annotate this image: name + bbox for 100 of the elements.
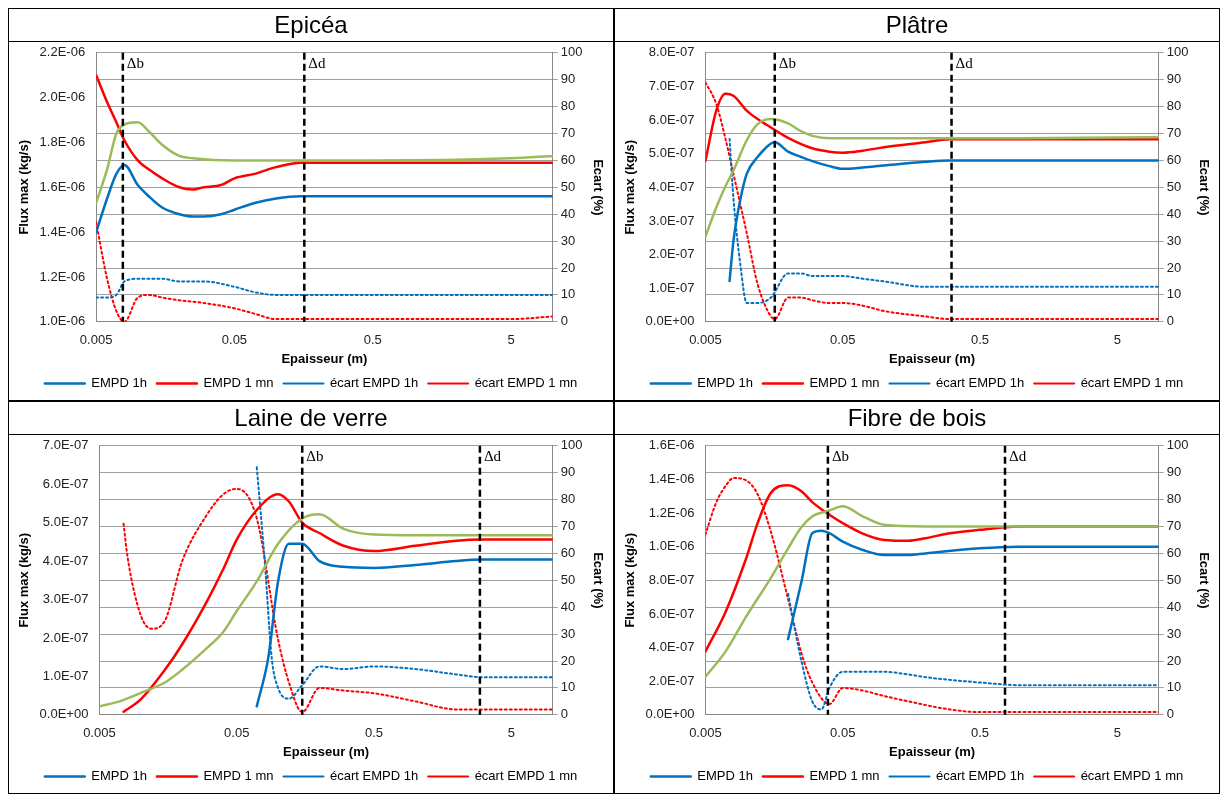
y-tick-label: 2.0E-07 [648, 246, 695, 262]
chart-title: Laine de verre [9, 402, 613, 435]
x-axis-title: Epaisseur (m) [889, 743, 976, 759]
y2-tick-label: 80 [560, 491, 576, 507]
y2-tick-label: 90 [560, 464, 576, 480]
y2-tick-label: 60 [560, 151, 576, 167]
legend-label: EMPD 1h [697, 768, 753, 784]
y-tick-label: 8.0E-07 [648, 44, 695, 60]
ref-line-label: Δd [955, 55, 974, 72]
y2-tick-label: 50 [560, 571, 576, 587]
y2-tick-label: 40 [1166, 205, 1182, 221]
x-tick-label: 0.5 [363, 332, 382, 348]
y2-axis-title: Ecart (%) [590, 159, 606, 216]
y2-tick-label: 50 [1166, 178, 1182, 194]
x-axis-title: Epaisseur (m) [889, 350, 976, 366]
y2-tick-label: 60 [560, 544, 576, 560]
y2-tick-label: 30 [1166, 232, 1182, 248]
y2-tick-label: 30 [560, 625, 576, 641]
y2-tick-label: 70 [1166, 125, 1182, 141]
y-tick-label: 1.8E-06 [39, 134, 86, 150]
ref-line-label: Δb [831, 448, 850, 465]
y-tick-label: 7.0E-07 [648, 78, 695, 93]
y-axis-title: Flux max (kg/s) [622, 139, 638, 235]
y2-tick-label: 20 [1166, 259, 1182, 275]
y-tick-label: 4.0E-07 [42, 552, 89, 568]
y2-tick-label: 50 [1166, 571, 1182, 587]
y2-tick-label: 90 [1166, 71, 1182, 87]
y-tick-label: 0.0E+00 [645, 706, 695, 722]
y2-tick-label: 40 [560, 598, 576, 614]
x-axis-title: Epaisseur (m) [281, 350, 368, 366]
x-tick-label: 0.05 [830, 725, 856, 741]
y2-tick-label: 100 [560, 437, 583, 453]
x-tick-label: 0.5 [971, 725, 990, 741]
y2-tick-label: 80 [1166, 491, 1182, 507]
y2-tick-label: 70 [560, 518, 576, 534]
x-tick-label: 0.5 [365, 725, 384, 741]
y-tick-label: 0.0E+00 [39, 706, 89, 722]
y2-axis-title: Ecart (%) [1196, 552, 1212, 609]
x-tick-label: 5 [507, 332, 515, 348]
y-tick-label: 1.0E-06 [39, 313, 86, 329]
y2-tick-label: 0 [1166, 313, 1174, 329]
y-tick-label: 1.2E-06 [648, 504, 695, 520]
y2-tick-label: 30 [560, 232, 576, 248]
y-tick-label: 2.0E-07 [648, 672, 695, 688]
chart-title: Fibre de bois [615, 402, 1219, 435]
y-tick-label: 1.0E-07 [42, 667, 89, 683]
legend-label: écart EMPD 1h [935, 375, 1025, 391]
y2-tick-label: 0 [560, 706, 568, 722]
y2-axis-title: Ecart (%) [590, 552, 606, 609]
y2-tick-label: 10 [1166, 679, 1182, 695]
y-tick-label: 6.0E-07 [648, 605, 695, 621]
y2-tick-label: 70 [560, 125, 576, 141]
ref-line-label: Δb [126, 55, 144, 72]
y2-tick-label: 10 [1166, 286, 1182, 302]
y2-tick-label: 0 [1166, 706, 1174, 722]
legend-label: écart EMPD 1h [935, 768, 1025, 784]
y-tick-label: 4.0E-07 [648, 639, 695, 655]
x-tick-label: 0.05 [224, 725, 250, 741]
legend-label: EMPD 1 mn [203, 768, 274, 784]
y-tick-label: 5.0E-07 [648, 145, 695, 161]
y-tick-label: 1.2E-06 [39, 268, 86, 284]
y-tick-label: 1.0E-07 [648, 279, 695, 295]
y2-tick-label: 90 [1166, 464, 1182, 480]
legend-label: écart EMPD 1 mn [474, 768, 578, 784]
y-tick-label: 1.6E-06 [648, 437, 695, 453]
legend-label: EMPD 1h [91, 375, 147, 391]
legend-label: EMPD 1h [697, 375, 753, 391]
y-tick-label: 1.4E-06 [648, 471, 695, 486]
y-tick-label: 1.6E-06 [39, 178, 86, 194]
ref-line-label: Δb [306, 448, 324, 465]
y-tick-label: 2.2E-06 [39, 44, 86, 60]
legend-label: écart EMPD 1h [329, 375, 419, 391]
ref-line-label: Δd [1009, 448, 1027, 465]
x-tick-label: 0.05 [830, 332, 856, 348]
y2-tick-label: 60 [1166, 544, 1182, 560]
x-axis-title: Epaisseur (m) [283, 743, 370, 759]
y-tick-label: 6.0E-07 [648, 111, 695, 127]
y-tick-label: 7.0E-07 [42, 437, 89, 453]
chart-title: Plâtre [615, 9, 1219, 42]
y-tick-label: 1.0E-06 [648, 538, 695, 554]
x-tick-label: 5 [1113, 332, 1121, 348]
x-tick-label: 0.005 [79, 332, 113, 348]
legend-label: écart EMPD 1 mn [474, 375, 578, 391]
y-tick-label: 2.0E-07 [42, 629, 89, 645]
ref-line-label: Δb [778, 55, 796, 72]
legend-label: EMPD 1 mn [809, 375, 880, 391]
y-tick-label: 6.0E-07 [42, 475, 89, 491]
y2-tick-label: 10 [560, 286, 576, 302]
x-tick-label: 0.005 [689, 332, 722, 348]
legend-label: écart EMPD 1h [329, 768, 419, 784]
legend-label: écart EMPD 1 mn [1080, 375, 1184, 391]
y2-tick-label: 100 [1166, 44, 1189, 60]
legend-label: EMPD 1 mn [203, 375, 274, 391]
x-tick-label: 0.005 [83, 725, 116, 741]
y-axis-title: Flux max (kg/s) [622, 532, 638, 628]
y-axis-title: Flux max (kg/s) [16, 532, 32, 628]
y2-tick-label: 60 [1166, 151, 1182, 167]
y-tick-label: 8.0E-07 [648, 571, 695, 587]
y2-tick-label: 100 [560, 44, 583, 60]
y2-tick-label: 30 [1166, 625, 1182, 641]
